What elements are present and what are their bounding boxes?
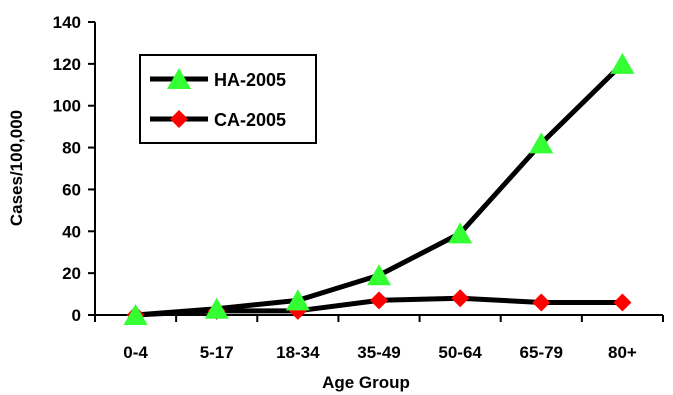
series-layer — [123, 52, 635, 325]
data-point-ha-2005 — [204, 297, 229, 319]
legend-label-ha-2005: HA-2005 — [214, 70, 286, 90]
x-tick-label: 50-64 — [438, 343, 482, 362]
legend-box — [139, 54, 317, 144]
legend: HA-2005 CA-2005 — [139, 54, 317, 144]
data-point-ca-2005 — [451, 289, 470, 308]
y-axis-ticks: 0 20 40 60 80 100 120 140 — [53, 13, 95, 325]
data-point-ha-2005 — [285, 289, 310, 311]
y-tick-label: 40 — [62, 222, 81, 241]
y-tick-label: 0 — [72, 306, 81, 325]
data-point-ha-2005 — [529, 132, 554, 154]
x-axis-title: Age Group — [322, 373, 410, 392]
y-tick-label: 100 — [53, 97, 81, 116]
x-tick-label: 18-34 — [276, 343, 320, 362]
data-point-ca-2005 — [613, 293, 632, 312]
y-tick-label: 140 — [53, 13, 81, 32]
data-point-ha-2005 — [123, 304, 148, 325]
y-axis-title: Cases/100,000 — [7, 110, 26, 226]
axes — [94, 22, 663, 316]
y-tick-label: 20 — [62, 264, 81, 283]
legend-label-ca-2005: CA-2005 — [214, 110, 286, 130]
x-tick-label: 35-49 — [357, 343, 400, 362]
legend-marker-ha-2005 — [167, 68, 191, 89]
x-tick-label: 80+ — [608, 343, 637, 362]
data-point-ha-2005 — [448, 222, 473, 244]
y-tick-label: 80 — [62, 139, 81, 158]
data-point-ca-2005 — [370, 291, 388, 310]
legend-marker-ca-2005 — [170, 110, 188, 128]
y-tick-label: 120 — [53, 55, 81, 74]
data-point-ca-2005 — [532, 293, 551, 312]
x-tick-label: 5-17 — [200, 343, 234, 362]
data-point-ha-2005 — [367, 264, 391, 286]
x-tick-label: 65-79 — [520, 343, 563, 362]
data-point-ha-2005 — [610, 52, 635, 74]
x-tick-label: 0-4 — [123, 343, 148, 362]
legend-items: HA-2005 CA-2005 — [150, 68, 286, 130]
y-tick-label: 60 — [62, 180, 81, 199]
x-axis-ticks: 0-4 5-17 18-34 35-49 50-64 65-79 80+ — [94, 315, 664, 362]
series-markers — [123, 52, 635, 325]
